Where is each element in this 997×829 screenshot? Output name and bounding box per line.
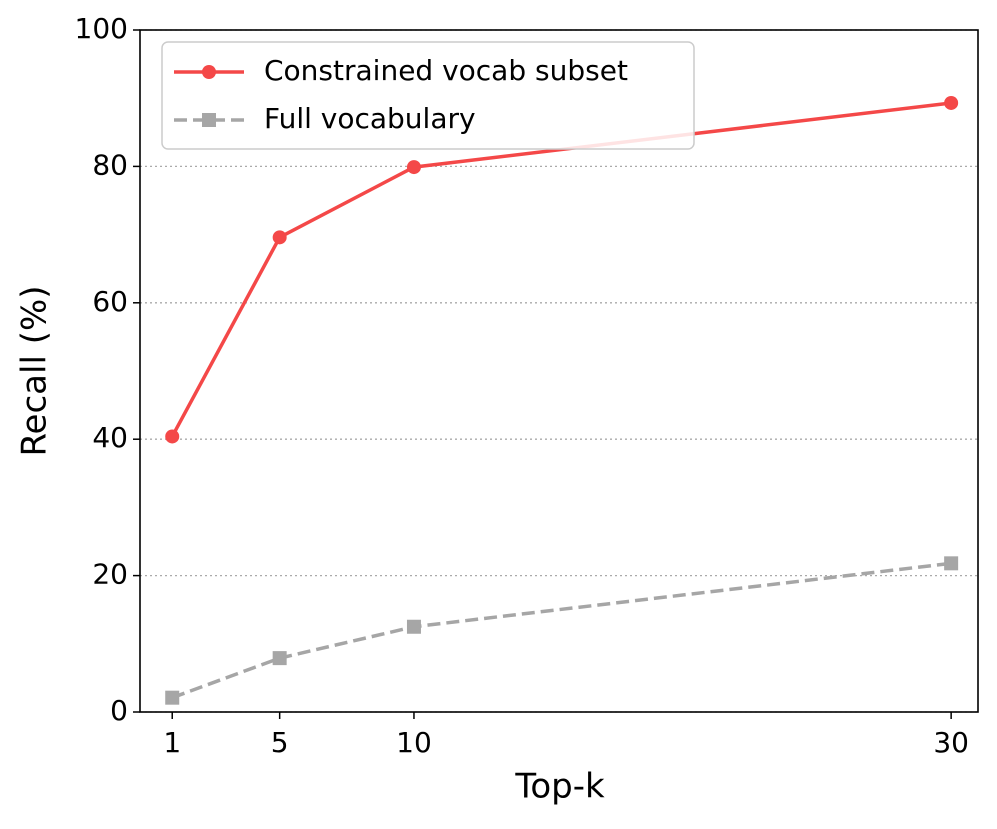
x-tick-label: 30 (933, 726, 969, 759)
data-point (272, 651, 287, 666)
y-tick-label: 60 (92, 285, 128, 318)
data-point (165, 690, 180, 705)
x-tick-label: 1 (163, 726, 181, 759)
data-point (944, 556, 959, 571)
legend-box (161, 41, 695, 150)
y-tick-label: 0 (110, 694, 128, 727)
legend-label: Constrained vocab subset (264, 54, 628, 87)
series-line (171, 561, 952, 700)
y-axis-label: Recall (%) (15, 285, 55, 456)
y-tick-label: 40 (92, 421, 128, 454)
data-point (406, 619, 421, 634)
x-tick-label: 5 (271, 726, 289, 759)
y-tick-label: 100 (75, 12, 128, 45)
x-tick-label: 10 (396, 726, 432, 759)
data-point (944, 95, 959, 110)
data-point (406, 160, 421, 175)
y-tick-label: 20 (92, 558, 128, 591)
data-point (272, 230, 287, 245)
data-point (165, 429, 180, 444)
legend-marker (202, 113, 216, 127)
plot-frame (139, 29, 979, 713)
legend-label: Full vocabulary (264, 102, 476, 135)
x-axis-label: Top-k (514, 767, 605, 807)
y-tick-label: 80 (92, 148, 128, 181)
series-line (170, 101, 952, 438)
legend-marker (202, 65, 216, 79)
